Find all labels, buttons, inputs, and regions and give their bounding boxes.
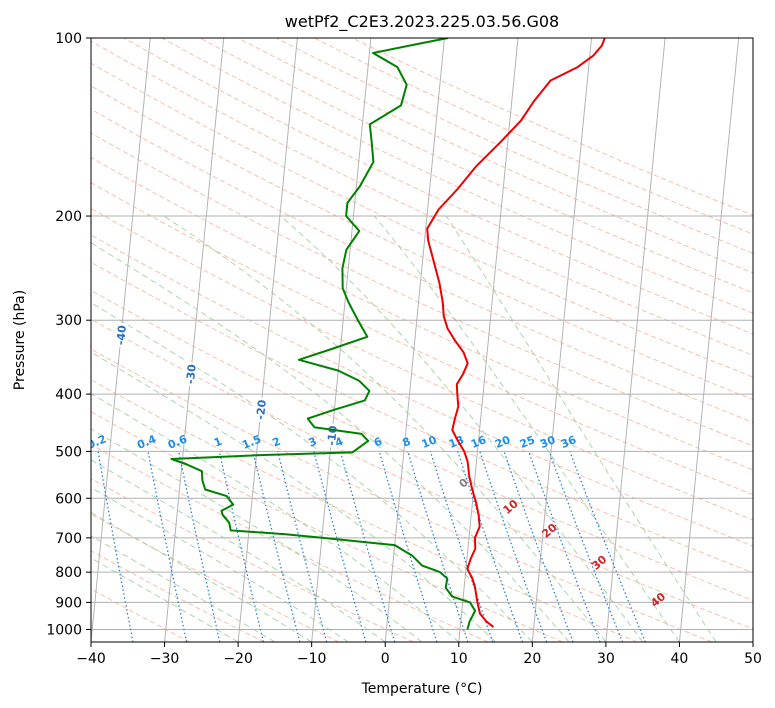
mixing-ratio-line: [528, 451, 601, 642]
x-tick-label: −20: [223, 651, 253, 667]
y-tick-label: 500: [55, 444, 82, 460]
mixing-ratio-label: 1: [212, 435, 224, 450]
mixing-ratio-line: [378, 451, 438, 642]
x-tick-label: −40: [76, 651, 106, 667]
isotherm-label: -20: [254, 399, 269, 420]
y-tick-label: 800: [55, 565, 82, 581]
mixing-ratio-line: [548, 451, 624, 642]
mixing-ratio-line: [479, 451, 548, 642]
isotherm-line: [531, 38, 593, 642]
temperature-profile: [426, 38, 606, 628]
isotherm-line: [384, 38, 445, 642]
isotherm-line: [678, 38, 740, 642]
y-tick-label: 900: [55, 595, 82, 611]
mixing-ratio-label: 16: [469, 433, 488, 451]
dry-adiabat-line: [91, 550, 265, 642]
moist-adiabat-line: [91, 242, 570, 642]
chart-title: wetPf2_C2E3.2023.225.03.56.G08: [285, 12, 559, 32]
x-tick-label: 30: [597, 651, 615, 667]
y-tick-label: 100: [55, 31, 82, 47]
dry-adiabat-line: [91, 207, 753, 521]
moist-adiabat-line: [91, 535, 276, 642]
dry-adiabat-line: [91, 348, 712, 642]
isotherm-label-bg: [112, 322, 129, 348]
moist-adiabat-line: [91, 302, 533, 642]
dry-adiabat-line: [91, 261, 753, 574]
y-tick-label: 700: [55, 531, 82, 547]
x-tick-label: 10: [450, 651, 468, 667]
moist-adiabat-line: [91, 428, 423, 642]
mixing-ratio-line: [252, 451, 301, 642]
mixing-ratio-line: [569, 451, 646, 642]
isotherm-label-bg: [252, 397, 269, 423]
mixing-ratio-line: [277, 451, 328, 642]
mixing-ratio-label: 10: [420, 433, 439, 451]
dewpoint-profile: [170, 38, 477, 630]
dry-adiabat-line: [123, 38, 753, 335]
mixing-ratio-line: [313, 451, 367, 642]
y-tick-label: 1000: [46, 622, 82, 638]
y-axis-label: Pressure (hPa): [12, 290, 28, 390]
isotherm-line: [164, 38, 225, 642]
dry-adiabat-line: [161, 38, 753, 314]
mixing-ratio-label: 36: [559, 433, 578, 451]
x-tick-label: 50: [744, 651, 762, 667]
moist-adiabat-line: [91, 351, 496, 642]
dry-adiabat-line: [91, 411, 563, 642]
moist-adiabat-line: [91, 511, 312, 642]
dry-adiabat-line: [91, 182, 753, 496]
plot-frame: [90, 37, 754, 643]
x-tick-label: 40: [671, 651, 689, 667]
isotherm-line: [311, 38, 372, 642]
moist-adiabat-line: [91, 557, 239, 642]
isotherm-label: -40: [114, 324, 129, 345]
dry-adiabat-line: [91, 379, 638, 642]
mixing-ratio-line: [503, 451, 574, 642]
y-tick-label: 400: [55, 387, 82, 403]
dry-adiabat-line: [199, 38, 753, 294]
isotherm-line: [605, 38, 666, 642]
x-tick-label: −10: [297, 651, 327, 667]
mixing-ratio-label: 20: [493, 433, 512, 451]
y-tick-label: 600: [55, 491, 82, 507]
x-axis-label: Temperature (°C): [361, 681, 483, 697]
moist-adiabat-line: [91, 459, 386, 642]
dry-adiabat-line: [91, 443, 489, 642]
dry-adiabat-line: [91, 132, 753, 447]
mixing-ratio-line: [407, 451, 469, 642]
moist-adiabat-line: [280, 215, 644, 642]
mixing-ratio-label: 30: [538, 433, 557, 451]
dry-adiabat-line: [91, 318, 753, 630]
moist-adiabat-line: [91, 392, 460, 642]
dry-adiabat-line: [91, 156, 753, 471]
mixing-ratio-line: [178, 451, 221, 642]
dry-adiabat-line: [91, 289, 753, 602]
x-tick-label: 20: [523, 651, 541, 667]
mixing-ratio-label: 3: [307, 435, 319, 450]
dry-adiabat-line: [91, 588, 190, 642]
isotherm-label-bg: [182, 361, 198, 387]
isotherm-line: [237, 38, 298, 642]
y-tick-label: 300: [55, 313, 82, 329]
moist-adiabat-line: [445, 215, 717, 642]
mixing-ratio-line: [457, 451, 524, 642]
mixing-ratio-label: 2: [270, 435, 282, 450]
mixing-ratio-line: [339, 451, 396, 642]
mixing-ratio-label: 25: [518, 433, 537, 451]
x-tick-label: −30: [150, 651, 180, 667]
mixing-ratio-line: [218, 451, 265, 642]
x-tick-label: 0: [381, 651, 390, 667]
moist-adiabat-line: [373, 215, 680, 642]
moist-adiabat-line: [163, 215, 607, 642]
mixing-ratio-label: 8: [400, 435, 412, 450]
isotherm-label: -30: [184, 363, 199, 384]
y-tick-label: 200: [55, 209, 82, 225]
isotherm-line: [458, 38, 519, 642]
